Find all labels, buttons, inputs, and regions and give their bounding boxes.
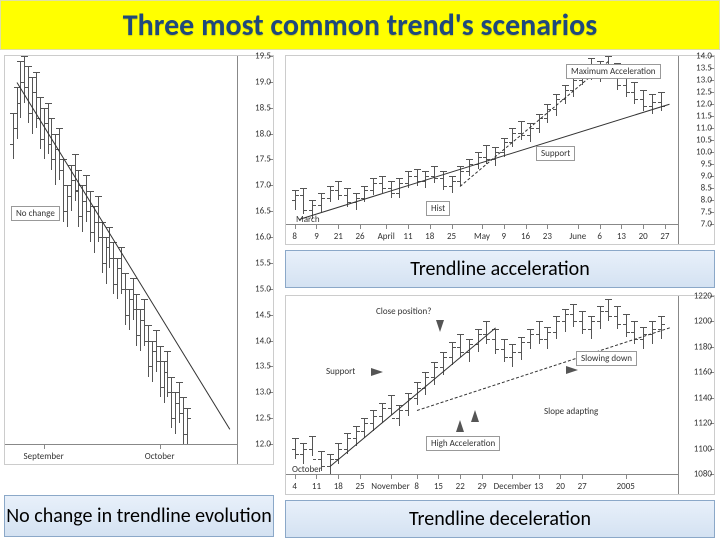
annot-slowing-down: Slowing down <box>576 351 637 366</box>
arrow-icon <box>566 366 578 374</box>
chart-deceleration: Close position? Support Slowing down Slope … <box>285 295 715 495</box>
x-group-label: October <box>292 464 322 474</box>
arrow-icon <box>371 368 383 376</box>
annot-no-change: No change <box>11 206 60 221</box>
arrow-icon <box>436 320 444 332</box>
annot-max-accel: Maximum Acceleration <box>566 64 661 79</box>
annot-support: Support <box>536 146 575 161</box>
annot-slope-adapting: Slope adapting <box>544 406 598 417</box>
page-title: Three most common trend's scenarios <box>123 7 597 44</box>
caption-acceleration: Trendline acceleration <box>285 250 715 288</box>
annot-hist: Hist <box>426 201 450 216</box>
content-grid: No change 12.012.513.013.514.014.515.015… <box>0 55 720 540</box>
caption-text: No change in trendline evolution <box>6 505 271 527</box>
arrow-icon <box>471 410 479 422</box>
annot-close-position: Close position? <box>376 306 431 317</box>
caption-deceleration: Trendline deceleration <box>285 500 715 538</box>
caption-text: Trendline deceleration <box>409 507 591 531</box>
caption-text: Trendline acceleration <box>410 257 589 281</box>
x-group-label: March <box>296 214 320 224</box>
chart-no-change: No change 12.012.513.013.514.014.515.015… <box>4 55 274 465</box>
arrow-icon <box>456 420 464 432</box>
chart-acceleration: Maximum AccelerationSupportHistMarch 7.0… <box>285 55 715 245</box>
title-bar: Three most common trend's scenarios <box>0 0 720 50</box>
annot-high-accel: High Acceleration <box>426 436 500 451</box>
caption-no-change: No change in trendline evolution <box>4 495 274 537</box>
annot-support: Support <box>326 366 355 377</box>
